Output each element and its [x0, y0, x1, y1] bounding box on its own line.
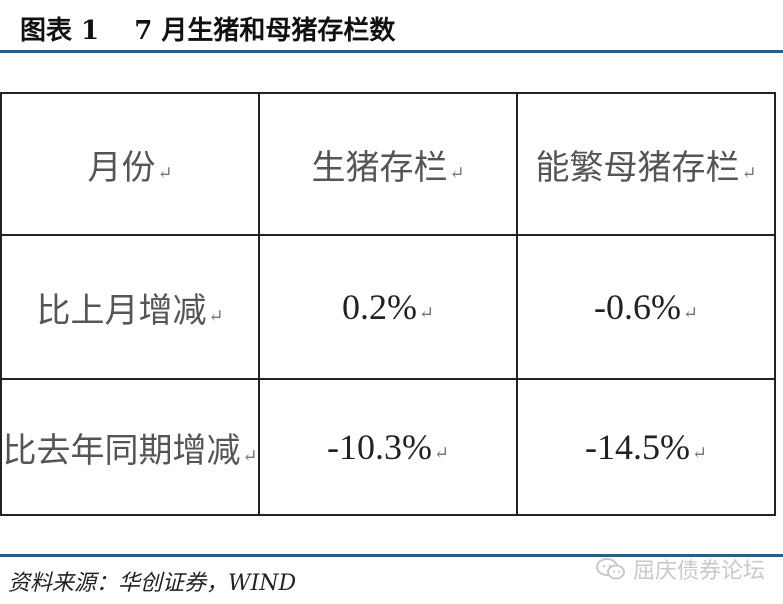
table-header-row: 月份 ↵ 生猪存栏 ↵ 能繁母猪存栏 ↵: [0, 92, 776, 236]
paragraph-mark-icon: ↵: [418, 303, 435, 323]
cell-value: 0.2%: [341, 287, 417, 327]
paragraph-mark-icon: ↵: [691, 443, 708, 463]
wechat-icon: [595, 558, 625, 580]
paragraph-mark-icon: ↵: [682, 303, 699, 323]
header-label-hog-inventory: 生猪存栏: [311, 147, 448, 188]
header-label-month: 月份: [87, 147, 156, 188]
cell-value: -0.6%: [593, 287, 681, 327]
source-note: 资料来源：华创证券，WIND: [8, 571, 297, 596]
cell-value: -10.3%: [326, 427, 432, 467]
table-row: 比去年同期增减 ↵ -10.3% ↵ -14.5% ↵: [0, 378, 776, 516]
data-table: 月份 ↵ 生猪存栏 ↵ 能繁母猪存栏 ↵ 比上月增减 ↵ 0.2% ↵ -0.6% ↵ 比去…: [0, 92, 776, 516]
cell-sow-mom: -0.6% ↵: [516, 234, 776, 380]
header-label-sow-inventory: 能繁母猪存栏: [535, 147, 740, 188]
cell-hog-yoy: -10.3% ↵: [258, 378, 518, 516]
header-cell-sow-inventory: 能繁母猪存栏 ↵: [516, 92, 776, 236]
footer-divider: [0, 554, 783, 557]
watermark: 屈庆债券论坛: [595, 553, 765, 585]
header-cell-hog-inventory: 生猪存栏 ↵: [258, 92, 518, 236]
table-row: 比上月增减 ↵ 0.2% ↵ -0.6% ↵: [0, 234, 776, 380]
paragraph-mark-icon: ↵: [208, 305, 224, 327]
paragraph-mark-icon: ↵: [741, 162, 757, 184]
row-label-text: 比上月增减: [36, 290, 207, 331]
header-cell-month: 月份 ↵: [0, 92, 260, 236]
cell-value: -14.5%: [584, 427, 690, 467]
paragraph-mark-icon: ↵: [449, 162, 465, 184]
row-label-yoy: 比去年同期增减 ↵: [0, 378, 260, 516]
watermark-text: 屈庆债券论坛: [632, 559, 765, 584]
row-label-text: 比去年同期增减: [2, 430, 241, 471]
title-divider: [0, 50, 783, 53]
figure-title: 图表 1 7 月生猪和母猪存栏数: [20, 16, 396, 46]
cell-sow-yoy: -14.5% ↵: [516, 378, 776, 516]
row-label-mom: 比上月增减 ↵: [0, 234, 260, 380]
paragraph-mark-icon: ↵: [157, 162, 173, 184]
cell-hog-mom: 0.2% ↵: [258, 234, 518, 380]
paragraph-mark-icon: ↵: [242, 445, 258, 467]
paragraph-mark-icon: ↵: [433, 443, 450, 463]
